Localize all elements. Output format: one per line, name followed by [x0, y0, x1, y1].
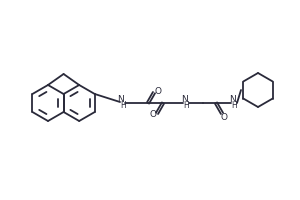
Text: H: H: [183, 100, 189, 110]
Text: N: N: [181, 96, 188, 104]
Text: O: O: [220, 113, 227, 122]
Text: O: O: [149, 110, 157, 119]
Text: O: O: [154, 87, 161, 96]
Text: N: N: [229, 96, 236, 104]
Text: H: H: [120, 100, 126, 110]
Text: H: H: [231, 100, 237, 110]
Text: N: N: [118, 96, 124, 104]
